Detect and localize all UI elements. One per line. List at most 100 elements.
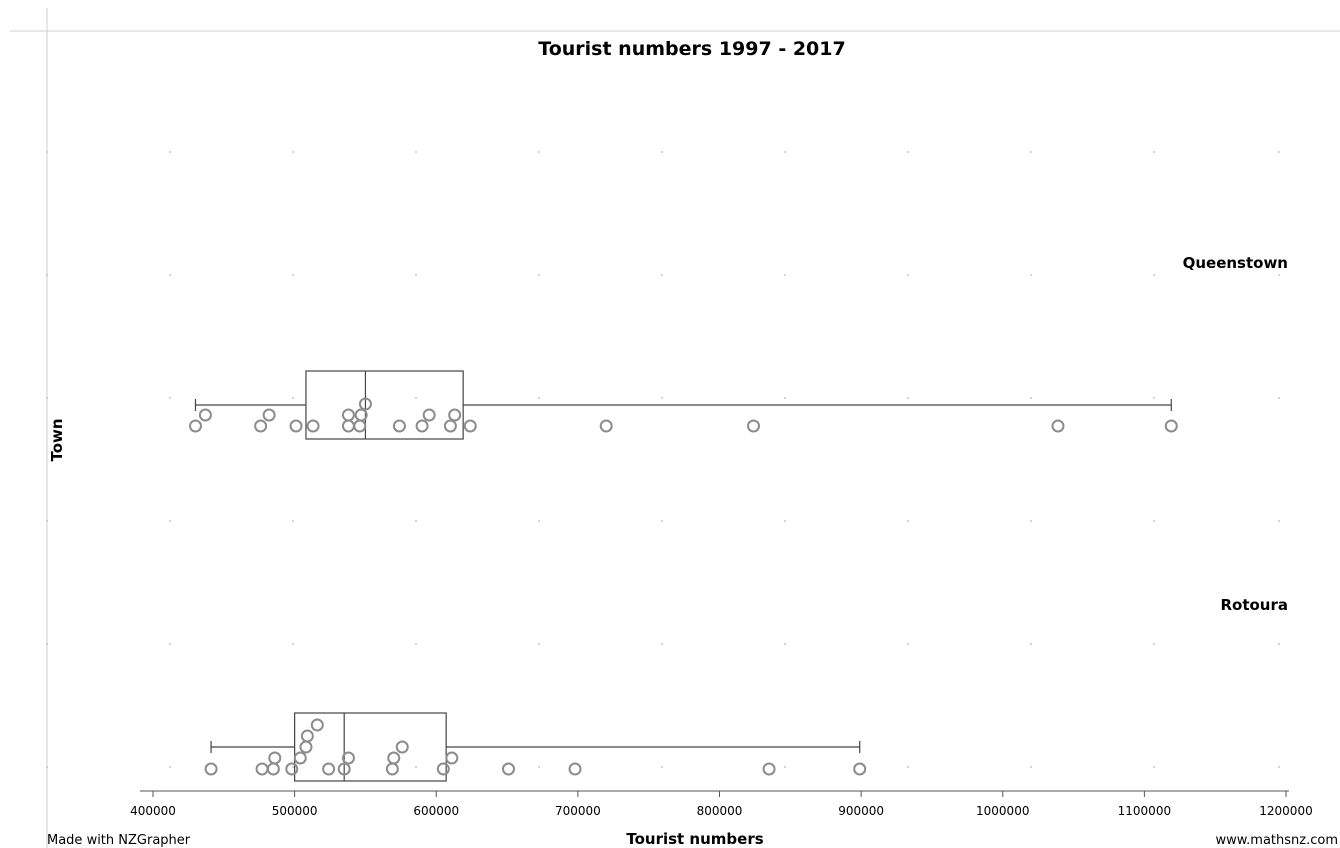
grid-dot bbox=[169, 274, 171, 276]
grid-dot bbox=[1030, 151, 1032, 153]
data-point bbox=[198, 408, 212, 422]
grid-dot bbox=[661, 520, 663, 522]
grid-dot bbox=[46, 643, 48, 645]
grid-dot bbox=[1030, 766, 1032, 768]
data-point bbox=[255, 762, 269, 776]
grid-dot bbox=[907, 274, 909, 276]
grid-dot bbox=[292, 766, 294, 768]
data-point bbox=[385, 762, 399, 776]
grid-dot bbox=[784, 766, 786, 768]
x-tick-label: 900000 bbox=[838, 804, 884, 818]
iqr-box bbox=[305, 370, 464, 440]
x-tick-label: 600000 bbox=[413, 804, 459, 818]
grid-dot bbox=[415, 151, 417, 153]
x-axis: 400000 500000 600000 700000 800000 900000 1000… bbox=[130, 790, 1313, 818]
data-point bbox=[746, 419, 760, 433]
grid-dot bbox=[907, 643, 909, 645]
grid-dot bbox=[1278, 520, 1280, 522]
x-tick-label: 800000 bbox=[697, 804, 743, 818]
data-point bbox=[262, 408, 276, 422]
grid-dot bbox=[415, 274, 417, 276]
grid-dot bbox=[661, 274, 663, 276]
group-rotoura: Rotoura bbox=[204, 596, 1288, 782]
data-point bbox=[1164, 419, 1178, 433]
data-point bbox=[293, 751, 307, 765]
data-point bbox=[306, 419, 320, 433]
data-point bbox=[337, 762, 351, 776]
data-point bbox=[415, 419, 429, 433]
data-point bbox=[300, 729, 314, 743]
grid-dot bbox=[169, 151, 171, 153]
grid-dot bbox=[292, 397, 294, 399]
grid-dot bbox=[169, 766, 171, 768]
grid-dot bbox=[1030, 643, 1032, 645]
grid-dot bbox=[1153, 643, 1155, 645]
data-point bbox=[299, 740, 313, 754]
data-point bbox=[341, 408, 355, 422]
data-point bbox=[341, 419, 355, 433]
grid-dot bbox=[1153, 151, 1155, 153]
data-point bbox=[599, 419, 613, 433]
data-point bbox=[445, 751, 459, 765]
iqr-box bbox=[294, 712, 447, 782]
data-point bbox=[762, 762, 776, 776]
grid-dot bbox=[415, 520, 417, 522]
data-point bbox=[501, 762, 515, 776]
grid-dot bbox=[538, 151, 540, 153]
data-point bbox=[463, 419, 477, 433]
grid-dot bbox=[784, 643, 786, 645]
data-point bbox=[568, 762, 582, 776]
grid-dot bbox=[661, 151, 663, 153]
grid-dot bbox=[1153, 520, 1155, 522]
grid-dot bbox=[415, 397, 417, 399]
grid-dot bbox=[907, 151, 909, 153]
data-point bbox=[395, 740, 409, 754]
grid-dot bbox=[1278, 766, 1280, 768]
footer-left: Made with NZGrapher bbox=[47, 833, 191, 848]
grid-dot bbox=[1278, 643, 1280, 645]
grid-dot bbox=[292, 151, 294, 153]
group-label: Rotoura bbox=[1220, 596, 1288, 614]
chart-title: Tourist numbers 1997 - 2017 bbox=[538, 38, 845, 60]
x-axis-label: Tourist numbers bbox=[626, 830, 763, 848]
footer-right: www.mathsnz.com bbox=[1215, 833, 1338, 848]
grid-dot bbox=[538, 397, 540, 399]
data-point bbox=[853, 762, 867, 776]
grid-dot bbox=[1153, 397, 1155, 399]
y-axis-label: Town bbox=[48, 418, 66, 461]
data-point bbox=[387, 751, 401, 765]
grid-dot bbox=[292, 274, 294, 276]
data-point bbox=[1051, 419, 1065, 433]
grid-dot bbox=[661, 643, 663, 645]
grid-dot bbox=[1153, 274, 1155, 276]
grid-dot bbox=[169, 520, 171, 522]
grid-dot bbox=[1278, 397, 1280, 399]
data-point bbox=[422, 408, 436, 422]
x-tick-label: 1100000 bbox=[1118, 804, 1171, 818]
x-tick-label: 1200000 bbox=[1259, 804, 1312, 818]
data-point bbox=[353, 419, 367, 433]
grid-dot bbox=[46, 520, 48, 522]
grid-dot bbox=[169, 397, 171, 399]
data-point bbox=[268, 751, 282, 765]
grid-dot bbox=[46, 274, 48, 276]
x-tick-label: 700000 bbox=[555, 804, 601, 818]
data-point bbox=[204, 762, 218, 776]
grid-dot bbox=[1030, 274, 1032, 276]
data-point bbox=[358, 397, 372, 411]
grid-dot bbox=[784, 274, 786, 276]
data-point bbox=[310, 718, 324, 732]
grid bbox=[46, 151, 1280, 768]
groups: Queenstown Rotoura bbox=[188, 254, 1288, 782]
data-point bbox=[188, 419, 202, 433]
data-point bbox=[341, 751, 355, 765]
grid-dot bbox=[784, 520, 786, 522]
grid-dot bbox=[169, 643, 171, 645]
data-point bbox=[285, 762, 299, 776]
grid-dot bbox=[1030, 397, 1032, 399]
group-queenstown: Queenstown bbox=[188, 254, 1288, 440]
grid-dot bbox=[784, 397, 786, 399]
data-point bbox=[392, 419, 406, 433]
grid-dot bbox=[661, 397, 663, 399]
